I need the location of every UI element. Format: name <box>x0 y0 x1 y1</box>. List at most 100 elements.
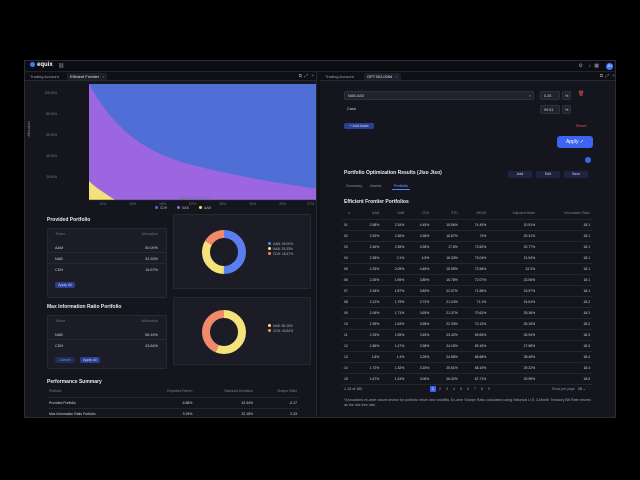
rows-per-page-select[interactable]: 15 ⌄ <box>578 387 586 391</box>
y-tick: 60.00% <box>46 133 57 137</box>
maximize-icon[interactable]: ⤢ <box>605 73 609 78</box>
collapse-icon[interactable] <box>585 157 591 163</box>
settings-icon[interactable]: ⚙ <box>578 63 583 69</box>
table-row[interactable]: 06 2.25% 1.95% 3.85% 15.78% 72.07% 23.06% 18.1 <box>342 274 592 286</box>
popout-icon[interactable]: ⧉ <box>599 73 603 78</box>
table-row[interactable]: 04 2.38% 2.1% 4.5% 16.33% 73.04% 21.54% 18.1 <box>342 252 592 264</box>
table-row[interactable]: 14 1.72% 1.32% 3.15% 25.61% 68.19% 29.22% 18.4 <box>342 362 592 374</box>
tab-trading-account[interactable]: Trading Account <box>27 73 62 80</box>
close-pane-icon[interactable]: × <box>612 73 615 78</box>
link-icon[interactable]: ⛓ <box>58 63 65 69</box>
provided-apply-all-button[interactable]: Apply All <box>55 282 75 288</box>
input-value: Cash <box>347 107 356 111</box>
unit-cash[interactable]: % <box>562 105 571 114</box>
popout-icon[interactable]: ⧉ <box>298 73 302 78</box>
weight-input-nab[interactable]: 0.25 <box>540 91 560 100</box>
col-sharpe[interactable]: Sharpe Ratio <box>255 386 299 398</box>
table-row[interactable]: 12 1.86% 1.47% 3.38% 24.15% 69.16% 27.68% 18.3 <box>342 340 592 352</box>
delete-icon[interactable]: 🗑 <box>578 91 585 97</box>
page-button-4[interactable]: 4 <box>453 387 455 391</box>
close-icon[interactable]: × <box>395 74 398 79</box>
tab-label: Trading Account <box>30 74 59 79</box>
col-std[interactable]: Standard Deviation <box>194 386 256 398</box>
unit-nab[interactable]: % <box>562 91 571 100</box>
avatar[interactable]: JH <box>606 63 613 70</box>
cell: 3.38% <box>406 340 432 352</box>
col-expected-return[interactable]: Expected Return <box>140 386 195 398</box>
maxinfo-cancel-button[interactable]: Cancel <box>55 357 75 363</box>
table-row[interactable]: 11 1.93% 1.55% 3.45% 23.42% 69.65% 26.94% 18.3 <box>342 329 592 341</box>
page-button-6[interactable]: 6 <box>467 387 469 391</box>
y-ticks: 100.00% 80.00% 60.00% 40.00% 20.00% <box>44 91 57 179</box>
table-row[interactable]: 03 2.46% 2.35% 4.36% 17.8% 73.52% 20.77% 18.1 <box>342 241 592 253</box>
ticker: NAB <box>55 257 63 261</box>
cell: 2.35% <box>381 241 407 253</box>
apply-button[interactable]: Apply ✓ <box>557 136 593 148</box>
cell: 1.63% <box>381 318 407 330</box>
cell: 18.1 <box>537 219 592 231</box>
x-tick: 15% <box>129 202 137 206</box>
table-row[interactable]: 15 1.67% 1.24% 3.05% 26.32% 67.71% 29.99% 18.5 <box>342 373 592 385</box>
col-aam[interactable]: AAM <box>356 208 382 220</box>
table-row[interactable]: 02 2.53% 2.36% 4.36% 16.87% 74% 20.31% 18.1 <box>342 230 592 242</box>
reset-link[interactable]: Reset <box>576 123 587 128</box>
search-icon[interactable]: ⌕ <box>528 94 531 98</box>
page-button-5[interactable]: 5 <box>460 387 462 391</box>
page-button-7[interactable]: 7 <box>474 387 476 391</box>
edit-button[interactable]: Edit <box>536 171 560 178</box>
col-portfolio[interactable]: Portfolio <box>47 386 141 398</box>
page-button-9[interactable]: 9 <box>488 387 490 391</box>
maxinfo-apply-all-button[interactable]: Apply All <box>80 357 100 363</box>
table-row[interactable]: 10 1.99% 1.63% 3.58% 22.33% 70.13% 26.15% 18.2 <box>342 318 592 330</box>
subtab-assets[interactable]: Assets <box>370 184 382 188</box>
page-button-1[interactable]: 1 <box>430 386 436 392</box>
col-information-ratio[interactable]: Information Ratio <box>537 208 592 220</box>
page-button-3[interactable]: 3 <box>446 387 448 391</box>
tab-opt[interactable]: OPT BO-0094 × <box>364 73 401 80</box>
save-button[interactable]: Save <box>564 171 588 178</box>
cell: 18.1 <box>537 263 592 275</box>
legend-item: NAB: 33.33% <box>268 247 293 252</box>
close-icon[interactable]: × <box>102 74 105 79</box>
ticker: NAB <box>55 333 63 337</box>
col-std[interactable]: STD <box>431 208 460 220</box>
left-tabstrip: Trading Account Efficient Frontier × ⧉ ⤢ … <box>25 72 316 81</box>
app-logo[interactable]: equix <box>30 62 53 68</box>
table-row[interactable]: 05 2.33% 2.05% 4.45% 15.95% 72.56% 22.3% 18.1 <box>342 263 592 275</box>
page-button-2[interactable]: 2 <box>439 387 441 391</box>
maximize-icon[interactable]: ⤢ <box>304 73 308 78</box>
table-row[interactable]: 13 1.8% 1.4% 3.25% 24.88% 68.68% 28.45% 18.4 <box>342 351 592 363</box>
cell: 04 <box>342 252 357 264</box>
cell: 1.4% <box>381 351 407 363</box>
tab-efficient-frontier[interactable]: Efficient Frontier × <box>67 73 108 80</box>
y-tick: 80.00% <box>46 112 57 116</box>
close-pane-icon[interactable]: × <box>311 73 314 78</box>
ticker-input-nab[interactable]: NAB.ASX ⌕ <box>344 91 534 100</box>
col-cdh[interactable]: CDH <box>406 208 432 220</box>
ticker: CDH <box>55 268 64 272</box>
weight-input-cash[interactable]: 99.51 <box>540 105 560 114</box>
col-nab[interactable]: NAB <box>381 208 407 220</box>
table-row[interactable]: 08 2.12% 1.79% 3.72% 21.24% 71.1% 24.61% 18.2 <box>342 296 592 308</box>
table-row[interactable]: 01 2.58% 2.34% 4.45% 15.56% 74.49% 10.51% 18.1 <box>342 219 592 231</box>
add-asset-button[interactable]: + Add Asset <box>344 123 374 129</box>
tab-trading-account[interactable]: Trading Account <box>322 73 357 80</box>
col-mean[interactable]: MEAN <box>459 208 489 220</box>
table-row[interactable]: 07 2.18% 1.87% 3.83% 22.07% 71.58% 23.97% 18.1 <box>342 285 592 297</box>
cell: 1.32% <box>381 362 407 374</box>
subtab-portfolio[interactable]: Portfolio <box>392 184 410 190</box>
chart-xlabel: Standard Deviation <box>180 196 211 200</box>
maxinfo-donut-card: NAB: 56.16% CDH: 43.84% <box>173 297 311 365</box>
col-index[interactable]: # <box>342 208 357 220</box>
cell: 73.04% <box>459 252 489 264</box>
bell-icon[interactable]: ♪ <box>588 63 592 69</box>
table-row[interactable]: 09 2.06% 1.71% 3.65% 21.37% 70.62% 25.36% 18.2 <box>342 307 592 319</box>
table-row: NAB 56.16% <box>48 330 166 340</box>
add-button[interactable]: Add <box>508 171 532 178</box>
grid-icon[interactable]: ▦ <box>594 63 599 69</box>
col-adjusted-mean[interactable]: Adjusted Mean <box>488 208 538 220</box>
cell: 2.33% <box>356 263 382 275</box>
page-button-8[interactable]: 8 <box>481 387 483 391</box>
subtab-summary[interactable]: Summary <box>346 184 363 188</box>
